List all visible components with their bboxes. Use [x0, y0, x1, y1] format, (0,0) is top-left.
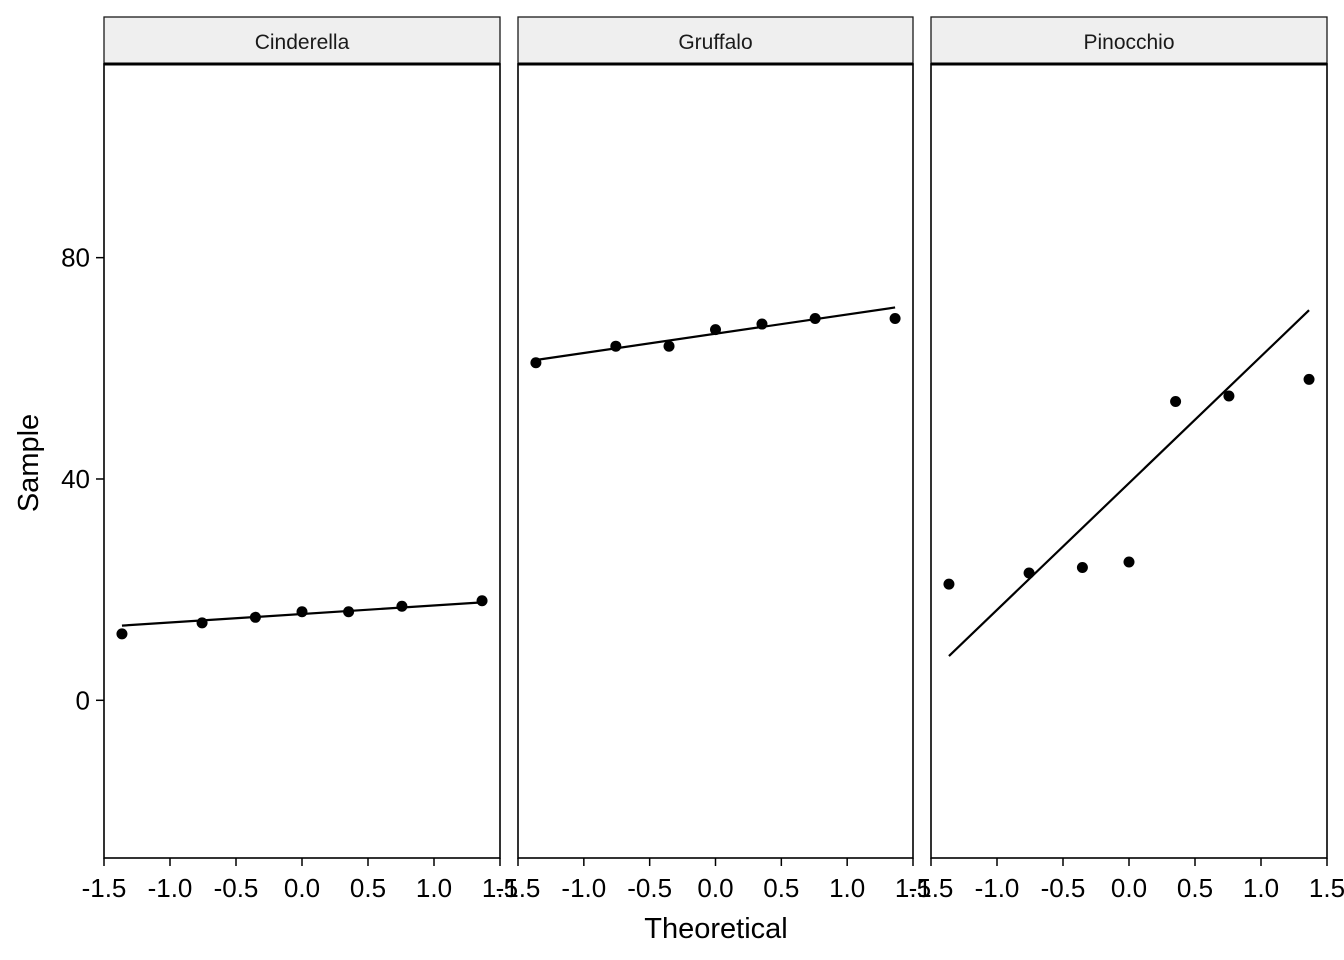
data-point-pinocchio — [1223, 390, 1235, 402]
facet-strip-cinderella — [103, 16, 501, 65]
x-tick-label-cinderella: 0.5 — [350, 873, 386, 903]
facet-panels: Cinderella -1.5 -1.0 -0.5 0.0 0.5 1.0 1.5 Gruffa… — [61, 16, 1344, 903]
data-point-cinderella — [196, 617, 208, 629]
data-point-cinderella — [343, 606, 355, 618]
y-tick-label: 80 — [61, 243, 90, 273]
x-tick-label-gruffalo: 1.5 — [895, 873, 931, 903]
x-tick-label-pinocchio: 0.5 — [1177, 873, 1213, 903]
x-tick-label-pinocchio: 1.5 — [1309, 873, 1344, 903]
y-tick-label: 40 — [61, 464, 90, 494]
data-point-cinderella — [116, 628, 128, 640]
facet-label-gruffalo: Gruffalo — [678, 31, 752, 54]
data-point-gruffalo — [610, 340, 622, 352]
x-tick-label-cinderella: -1.0 — [148, 873, 193, 903]
facet-label-cinderella: Cinderella — [255, 31, 350, 54]
facet-strip-gruffalo — [517, 16, 914, 65]
data-point-gruffalo — [756, 318, 768, 330]
data-point-gruffalo — [710, 324, 721, 336]
data-point-pinocchio — [1123, 556, 1135, 568]
x-tick-label-gruffalo: -1.5 — [496, 873, 541, 903]
data-point-gruffalo — [530, 357, 542, 369]
data-point-gruffalo — [663, 340, 675, 352]
x-tick-label-gruffalo: 0.5 — [763, 873, 799, 903]
x-tick-label-gruffalo: 1.0 — [829, 873, 865, 903]
data-point-gruffalo — [809, 313, 821, 325]
data-point-pinocchio — [1170, 396, 1182, 408]
y-tick-label: 0 — [76, 685, 90, 715]
x-tick-label-pinocchio: -1.0 — [975, 873, 1020, 903]
x-tick-label-pinocchio: 0.0 — [1111, 873, 1147, 903]
x-tick-label-gruffalo: -0.5 — [627, 873, 672, 903]
data-point-pinocchio — [1076, 562, 1088, 574]
data-point-cinderella — [296, 606, 308, 618]
reference-line-pinocchio — [948, 309, 1310, 657]
data-point-pinocchio — [943, 578, 955, 590]
facet-strip-pinocchio — [930, 16, 1328, 65]
x-tick-label-cinderella: -1.5 — [82, 873, 127, 903]
x-tick-label-pinocchio: -0.5 — [1041, 873, 1086, 903]
x-tick-label-cinderella: 1.5 — [482, 873, 518, 903]
data-point-cinderella — [476, 595, 488, 607]
data-point-cinderella — [396, 600, 408, 612]
x-tick-label-cinderella: -0.5 — [214, 873, 259, 903]
panel-frame-gruffalo — [517, 63, 914, 859]
facet-label-pinocchio: Pinocchio — [1083, 31, 1174, 54]
data-point-pinocchio — [1023, 567, 1035, 579]
data-point-gruffalo — [889, 313, 901, 325]
x-tick-label-cinderella: 0.0 — [284, 873, 320, 903]
x-tick-label-gruffalo: -1.0 — [561, 873, 606, 903]
x-tick-label-cinderella: 1.0 — [416, 873, 452, 903]
data-point-cinderella — [249, 611, 261, 623]
panel-frame-pinocchio — [930, 63, 1328, 859]
y-axis-title: Sample — [13, 414, 45, 512]
x-tick-label-pinocchio: 1.0 — [1243, 873, 1279, 903]
x-axis-title: Theoretical — [644, 913, 787, 945]
x-tick-label-pinocchio: -1.5 — [909, 873, 954, 903]
panel-frame-cinderella — [103, 63, 501, 859]
x-tick-label-gruffalo: 0.0 — [697, 873, 733, 903]
data-point-pinocchio — [1303, 373, 1315, 385]
